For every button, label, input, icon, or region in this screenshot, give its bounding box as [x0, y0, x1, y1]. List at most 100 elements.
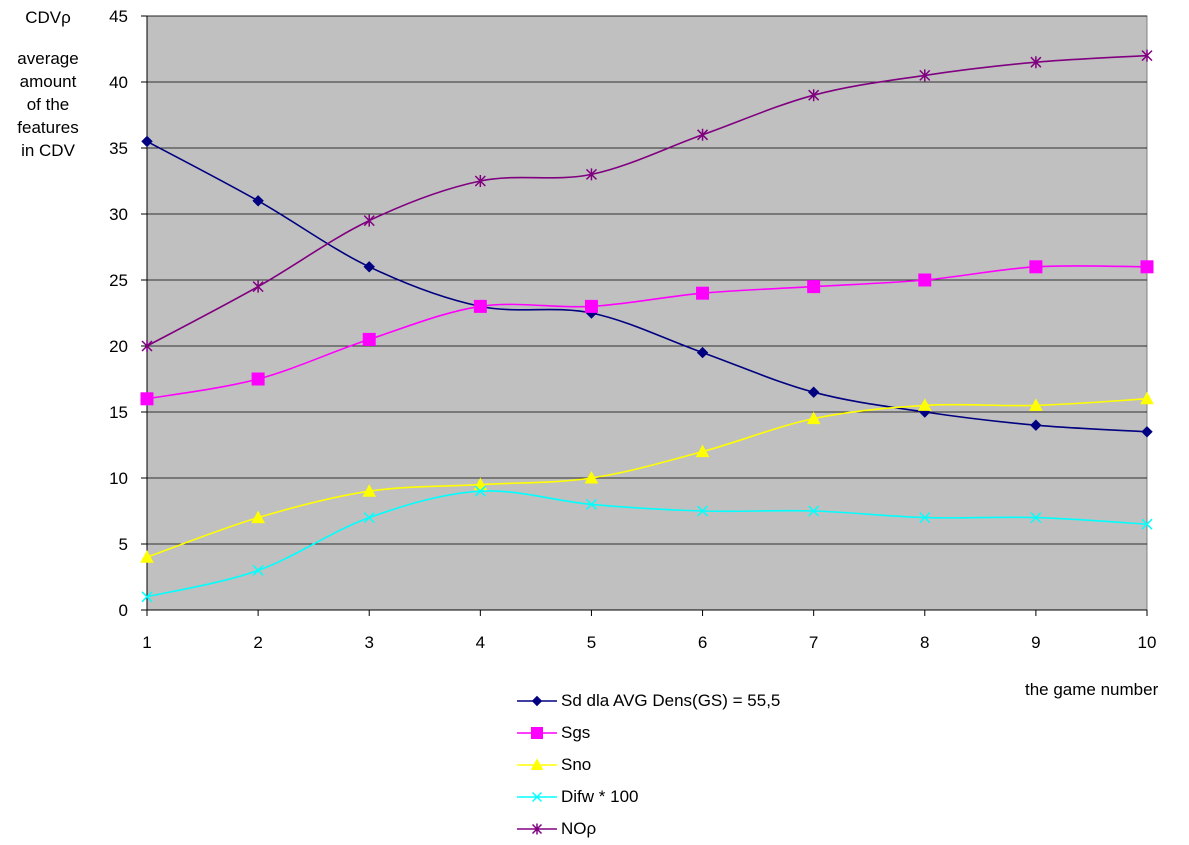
- legend-label: NOρ: [561, 819, 597, 838]
- y-axis-desc-line: features: [17, 118, 79, 137]
- data-point: [697, 128, 709, 141]
- y-axis-desc-line: in CDV: [21, 141, 75, 160]
- data-point: [141, 591, 153, 603]
- plot-area: [146, 15, 1148, 611]
- x-tick-label: 5: [587, 633, 596, 652]
- x-tick-label: 9: [1031, 633, 1040, 652]
- data-point: [697, 505, 709, 517]
- data-point: [1141, 49, 1153, 62]
- data-point: [363, 512, 375, 524]
- x-tick-label: 2: [253, 633, 262, 652]
- data-point: [917, 398, 932, 411]
- legend-swatch: [517, 758, 557, 770]
- x-tick-label: 10: [1138, 633, 1157, 652]
- data-point: [363, 261, 375, 273]
- y-axis-title-text: CDVρ: [25, 8, 71, 27]
- data-point: [141, 340, 153, 352]
- legend-item: NOρ: [515, 813, 780, 845]
- x-axis-label: the game number: [1025, 680, 1159, 699]
- y-axis-description: average amount of the features in CDV: [0, 47, 96, 162]
- y-tick-label: 10: [109, 469, 128, 488]
- data-point: [695, 444, 710, 458]
- legend-marker: [531, 695, 543, 707]
- data-point: [1140, 260, 1154, 274]
- x-tick-label: 7: [809, 633, 818, 652]
- y-tick-label: 35: [109, 139, 128, 158]
- y-tick-label: 25: [109, 271, 128, 290]
- legend-swatch: [517, 823, 557, 835]
- legend-item: Difw * 100: [515, 781, 780, 813]
- data-point: [584, 470, 599, 484]
- data-point: [808, 89, 820, 102]
- legend-swatch: [517, 695, 557, 707]
- data-point: [808, 505, 820, 517]
- data-point: [141, 135, 153, 148]
- data-point: [252, 280, 264, 293]
- legend-swatch: [517, 727, 557, 739]
- y-tick-label: 30: [109, 205, 128, 224]
- series-line: [146, 54, 1148, 347]
- y-axis-desc-line: of the: [26, 95, 70, 114]
- data-point: [919, 69, 931, 82]
- series-line: [146, 398, 1148, 558]
- y-tick-label: 20: [109, 337, 128, 356]
- data-point: [252, 564, 264, 576]
- y-axis-desc-line: amount: [19, 72, 77, 91]
- legend-item: Sgs: [515, 717, 780, 749]
- x-tick-label: 6: [698, 633, 707, 652]
- data-point: [585, 168, 597, 181]
- x-tick-label: 1: [142, 633, 151, 652]
- legend-label: Difw * 100: [561, 787, 639, 806]
- data-point: [585, 498, 597, 510]
- data-point: [473, 477, 488, 491]
- data-point: [473, 299, 487, 313]
- data-point: [252, 195, 264, 207]
- y-axis-title: CDVρ: [0, 6, 96, 29]
- x-tick-label: 3: [364, 633, 373, 652]
- data-point: [363, 214, 375, 227]
- data-point: [140, 550, 154, 563]
- y-tick-label: 45: [109, 7, 128, 26]
- y-axis-label: CDVρ average amount of the features in C…: [0, 6, 96, 162]
- data-point: [251, 372, 265, 386]
- data-point: [1030, 419, 1042, 431]
- data-point: [362, 484, 377, 497]
- x-tick-label: 4: [476, 633, 485, 652]
- legend-item: Sd dla AVG Dens(GS) = 55,5: [515, 685, 780, 717]
- y-tick-label: 15: [109, 403, 128, 422]
- data-point: [474, 175, 486, 187]
- legend-marker: [530, 758, 544, 770]
- legend-marker: [531, 823, 543, 835]
- data-point: [807, 280, 821, 294]
- y-tick-label: 5: [119, 535, 128, 554]
- data-point: [1030, 56, 1042, 69]
- data-point: [1141, 426, 1153, 438]
- legend-marker: [531, 791, 543, 803]
- data-point: [362, 332, 376, 346]
- data-point: [696, 286, 710, 300]
- legend-label: Sgs: [561, 723, 591, 742]
- data-point: [584, 299, 598, 313]
- data-point: [919, 512, 931, 524]
- legend-item: Sno: [515, 749, 780, 781]
- data-point: [807, 386, 820, 398]
- data-point: [1029, 398, 1043, 411]
- series-line: [146, 490, 1148, 598]
- data-point: [1030, 512, 1042, 524]
- data-point: [1140, 391, 1154, 405]
- y-tick-label: 40: [109, 73, 128, 92]
- data-point: [251, 510, 265, 524]
- data-point: [696, 346, 709, 359]
- series-line: [146, 265, 1148, 400]
- x-tick-label: 8: [920, 633, 929, 652]
- y-tick-label: 0: [119, 601, 128, 620]
- legend-swatch: [517, 791, 557, 803]
- data-point: [1141, 518, 1153, 530]
- series-line: [146, 140, 1148, 433]
- legend-label: Sno: [561, 755, 592, 774]
- data-point: [474, 485, 486, 497]
- data-point: [918, 273, 932, 287]
- legend: Sd dla AVG Dens(GS) = 55,5 Sgs Sno Difw * 1…: [515, 685, 780, 845]
- data-point: [140, 392, 154, 406]
